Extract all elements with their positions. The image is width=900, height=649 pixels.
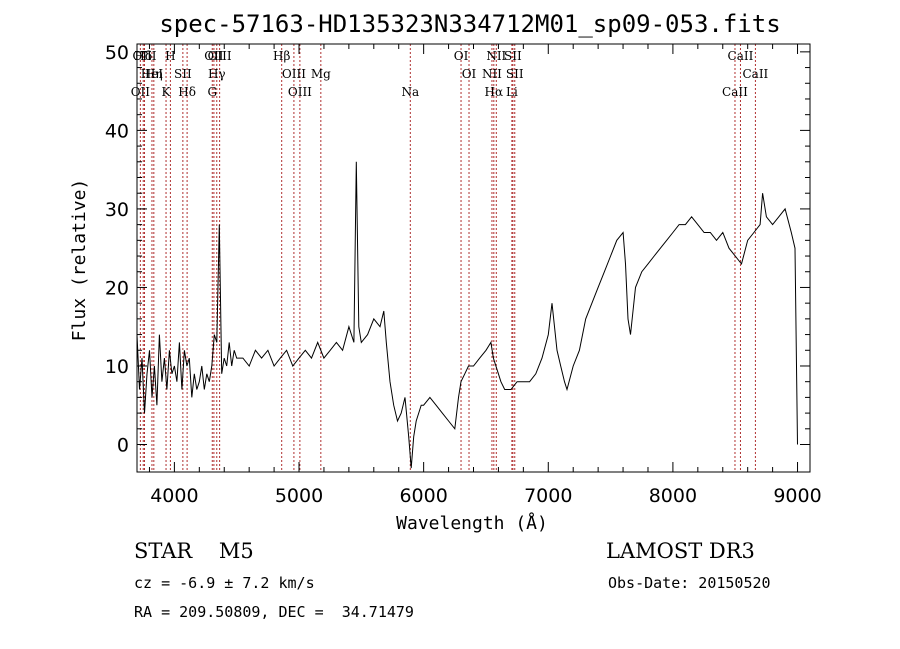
line-label: OIII [288,85,312,99]
line-label: HeI [141,67,164,81]
y-tick-label: 10 [105,356,129,378]
y-tick-label: 50 [105,42,129,64]
line-label: SII [174,67,192,81]
line-label: OIII [132,49,156,63]
line-label: CaII [742,67,768,81]
line-label: OII [131,85,151,99]
line-label: Hα [485,85,504,99]
line-label: G [207,85,217,99]
line-label: CaII [722,85,748,99]
line-label: Hγ [208,67,226,81]
line-label: H [165,49,175,63]
line-label: Mg [311,67,331,81]
x-tick-label: 5000 [275,485,323,507]
spectrum-line [136,161,798,469]
line-label: Hβ [273,49,290,63]
y-tick-label: 30 [105,199,129,221]
redshift-info: cz = -6.9 ± 7.2 km/s [134,574,315,592]
x-axis: 4000 5000 6000 7000 8000 9000 [148,44,822,507]
line-label: Na [401,85,419,99]
line-label: CaII [728,49,754,63]
line-label: NII [482,67,502,81]
x-tick-label: 4000 [150,485,198,507]
line-label: Hδ [178,85,196,99]
line-labels: HδHeIOIIOIIIHηKHSIIHδOIIHγGOIIIOIIIOIIIH… [131,49,769,99]
line-label: OI [454,49,469,63]
line-label: SII [504,49,522,63]
survey-name: LAMOST DR3 [606,539,755,563]
chart-title: spec-57163-HD135323N334712M01_sp09-053.f… [159,10,780,38]
obs-date: Obs-Date: 20150520 [608,574,771,592]
y-axis: 0 10 20 30 40 50 [105,42,810,457]
y-tick-label: 0 [117,435,129,457]
line-label: OIII [208,49,232,63]
y-tick-label: 40 [105,120,129,142]
line-label: Hδ [134,49,152,63]
line-label: SII [506,67,524,81]
line-label: K [162,85,172,99]
y-tick-label: 20 [105,277,129,299]
line-label: OII [204,49,224,63]
line-label: OI [462,67,477,81]
x-tick-label: 6000 [399,485,447,507]
line-label: NII [486,49,506,63]
x-axis-label: Wavelength (Å) [396,512,548,534]
line-label: Hη [145,67,163,81]
x-tick-label: 7000 [524,485,572,507]
line-label: OIII [282,67,306,81]
plot-frame [136,43,811,473]
line-markers [139,44,756,472]
x-tick-label: 9000 [773,485,821,507]
coordinates: RA = 209.50809, DEC = 34.71479 [134,603,414,621]
y-axis-label: Flux (relative) [69,179,90,342]
line-label: Li [506,85,518,99]
x-tick-label: 8000 [649,485,697,507]
object-class: STAR M5 [134,539,254,563]
